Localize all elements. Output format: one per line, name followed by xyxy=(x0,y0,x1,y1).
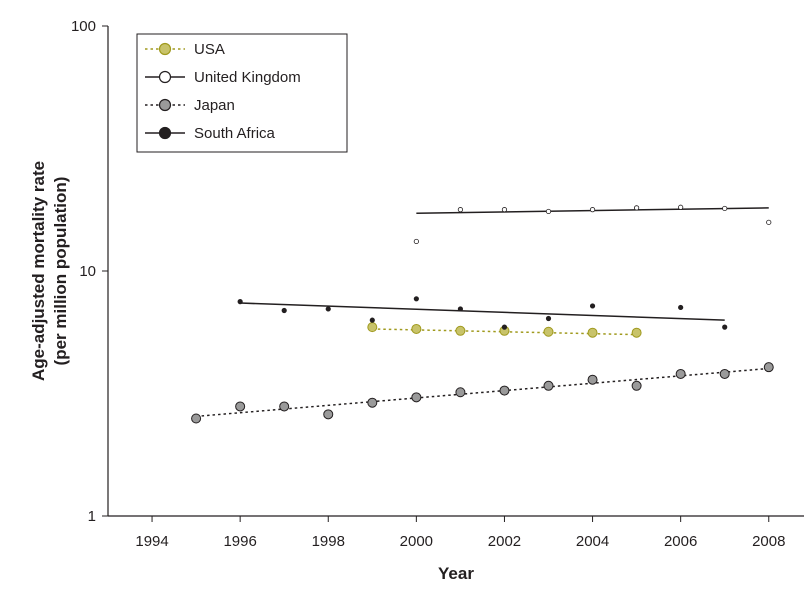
data-point xyxy=(501,207,508,213)
legend-swatch-marker xyxy=(158,98,172,112)
data-point xyxy=(367,397,378,408)
data-point xyxy=(634,205,640,211)
data-point xyxy=(455,387,466,398)
data-point xyxy=(766,219,772,225)
trend-line xyxy=(196,367,769,418)
data-point xyxy=(413,296,419,302)
data-point xyxy=(589,303,596,309)
data-point xyxy=(678,204,684,210)
data-point xyxy=(323,409,334,420)
data-point xyxy=(545,315,552,322)
legend-swatch-marker xyxy=(158,70,172,84)
legend-swatch-marker xyxy=(158,42,172,56)
y-axis-ticks: 1 10 100 xyxy=(71,18,108,525)
data-point xyxy=(369,317,375,323)
x-tick-label: 1994 xyxy=(135,533,168,550)
data-point xyxy=(325,306,331,312)
x-tick-label: 2000 xyxy=(400,533,433,550)
data-point xyxy=(719,368,730,379)
data-point xyxy=(589,207,596,213)
data-points xyxy=(191,204,774,424)
data-point xyxy=(413,238,419,245)
y-axis-title-line1: Age-adjusted mortality rate xyxy=(29,161,48,381)
data-point xyxy=(279,401,290,412)
x-tick-label: 1998 xyxy=(312,533,345,550)
y-tick-label: 100 xyxy=(71,18,96,35)
data-point xyxy=(543,380,554,391)
data-point xyxy=(191,413,202,424)
legend-swatch-marker xyxy=(158,126,172,140)
legend: USA United Kingdom Japan South Africa xyxy=(136,33,348,153)
trend-lines xyxy=(196,207,769,418)
x-tick-label: 1996 xyxy=(223,533,256,550)
data-point xyxy=(722,324,728,330)
legend-label: Japan xyxy=(194,97,235,114)
data-point xyxy=(543,326,554,337)
data-point xyxy=(678,304,684,311)
x-axis-ticks: 1994 1996 1998 2000 2002 2004 2006 2008 xyxy=(135,516,785,550)
data-point xyxy=(457,207,464,213)
y-axis-title-line2: (per million population) xyxy=(51,177,70,366)
data-point xyxy=(411,392,422,403)
data-point xyxy=(499,385,510,396)
data-point xyxy=(501,324,508,330)
legend-label: USA xyxy=(194,41,225,58)
data-point xyxy=(281,307,287,314)
data-point xyxy=(367,322,378,333)
x-tick-label: 2006 xyxy=(664,533,697,550)
y-tick-label: 10 xyxy=(79,263,96,280)
data-point xyxy=(455,325,466,336)
data-point xyxy=(237,299,243,305)
data-point xyxy=(631,380,642,391)
y-tick-label: 1 xyxy=(88,508,96,525)
x-axis-title: Year xyxy=(438,564,474,583)
data-point xyxy=(763,362,774,373)
data-point xyxy=(587,374,598,385)
data-point xyxy=(545,208,552,215)
data-point xyxy=(722,205,728,212)
data-point xyxy=(411,323,422,334)
data-point xyxy=(587,327,598,338)
x-tick-label: 2004 xyxy=(576,533,609,550)
trend-line xyxy=(240,302,725,321)
x-tick-label: 2008 xyxy=(752,533,785,550)
x-tick-label: 2002 xyxy=(488,533,521,550)
legend-label: United Kingdom xyxy=(194,69,301,86)
data-point xyxy=(631,327,642,338)
data-point xyxy=(235,401,246,412)
data-point xyxy=(457,306,464,312)
legend-label: South Africa xyxy=(194,125,276,142)
data-point xyxy=(675,368,686,379)
